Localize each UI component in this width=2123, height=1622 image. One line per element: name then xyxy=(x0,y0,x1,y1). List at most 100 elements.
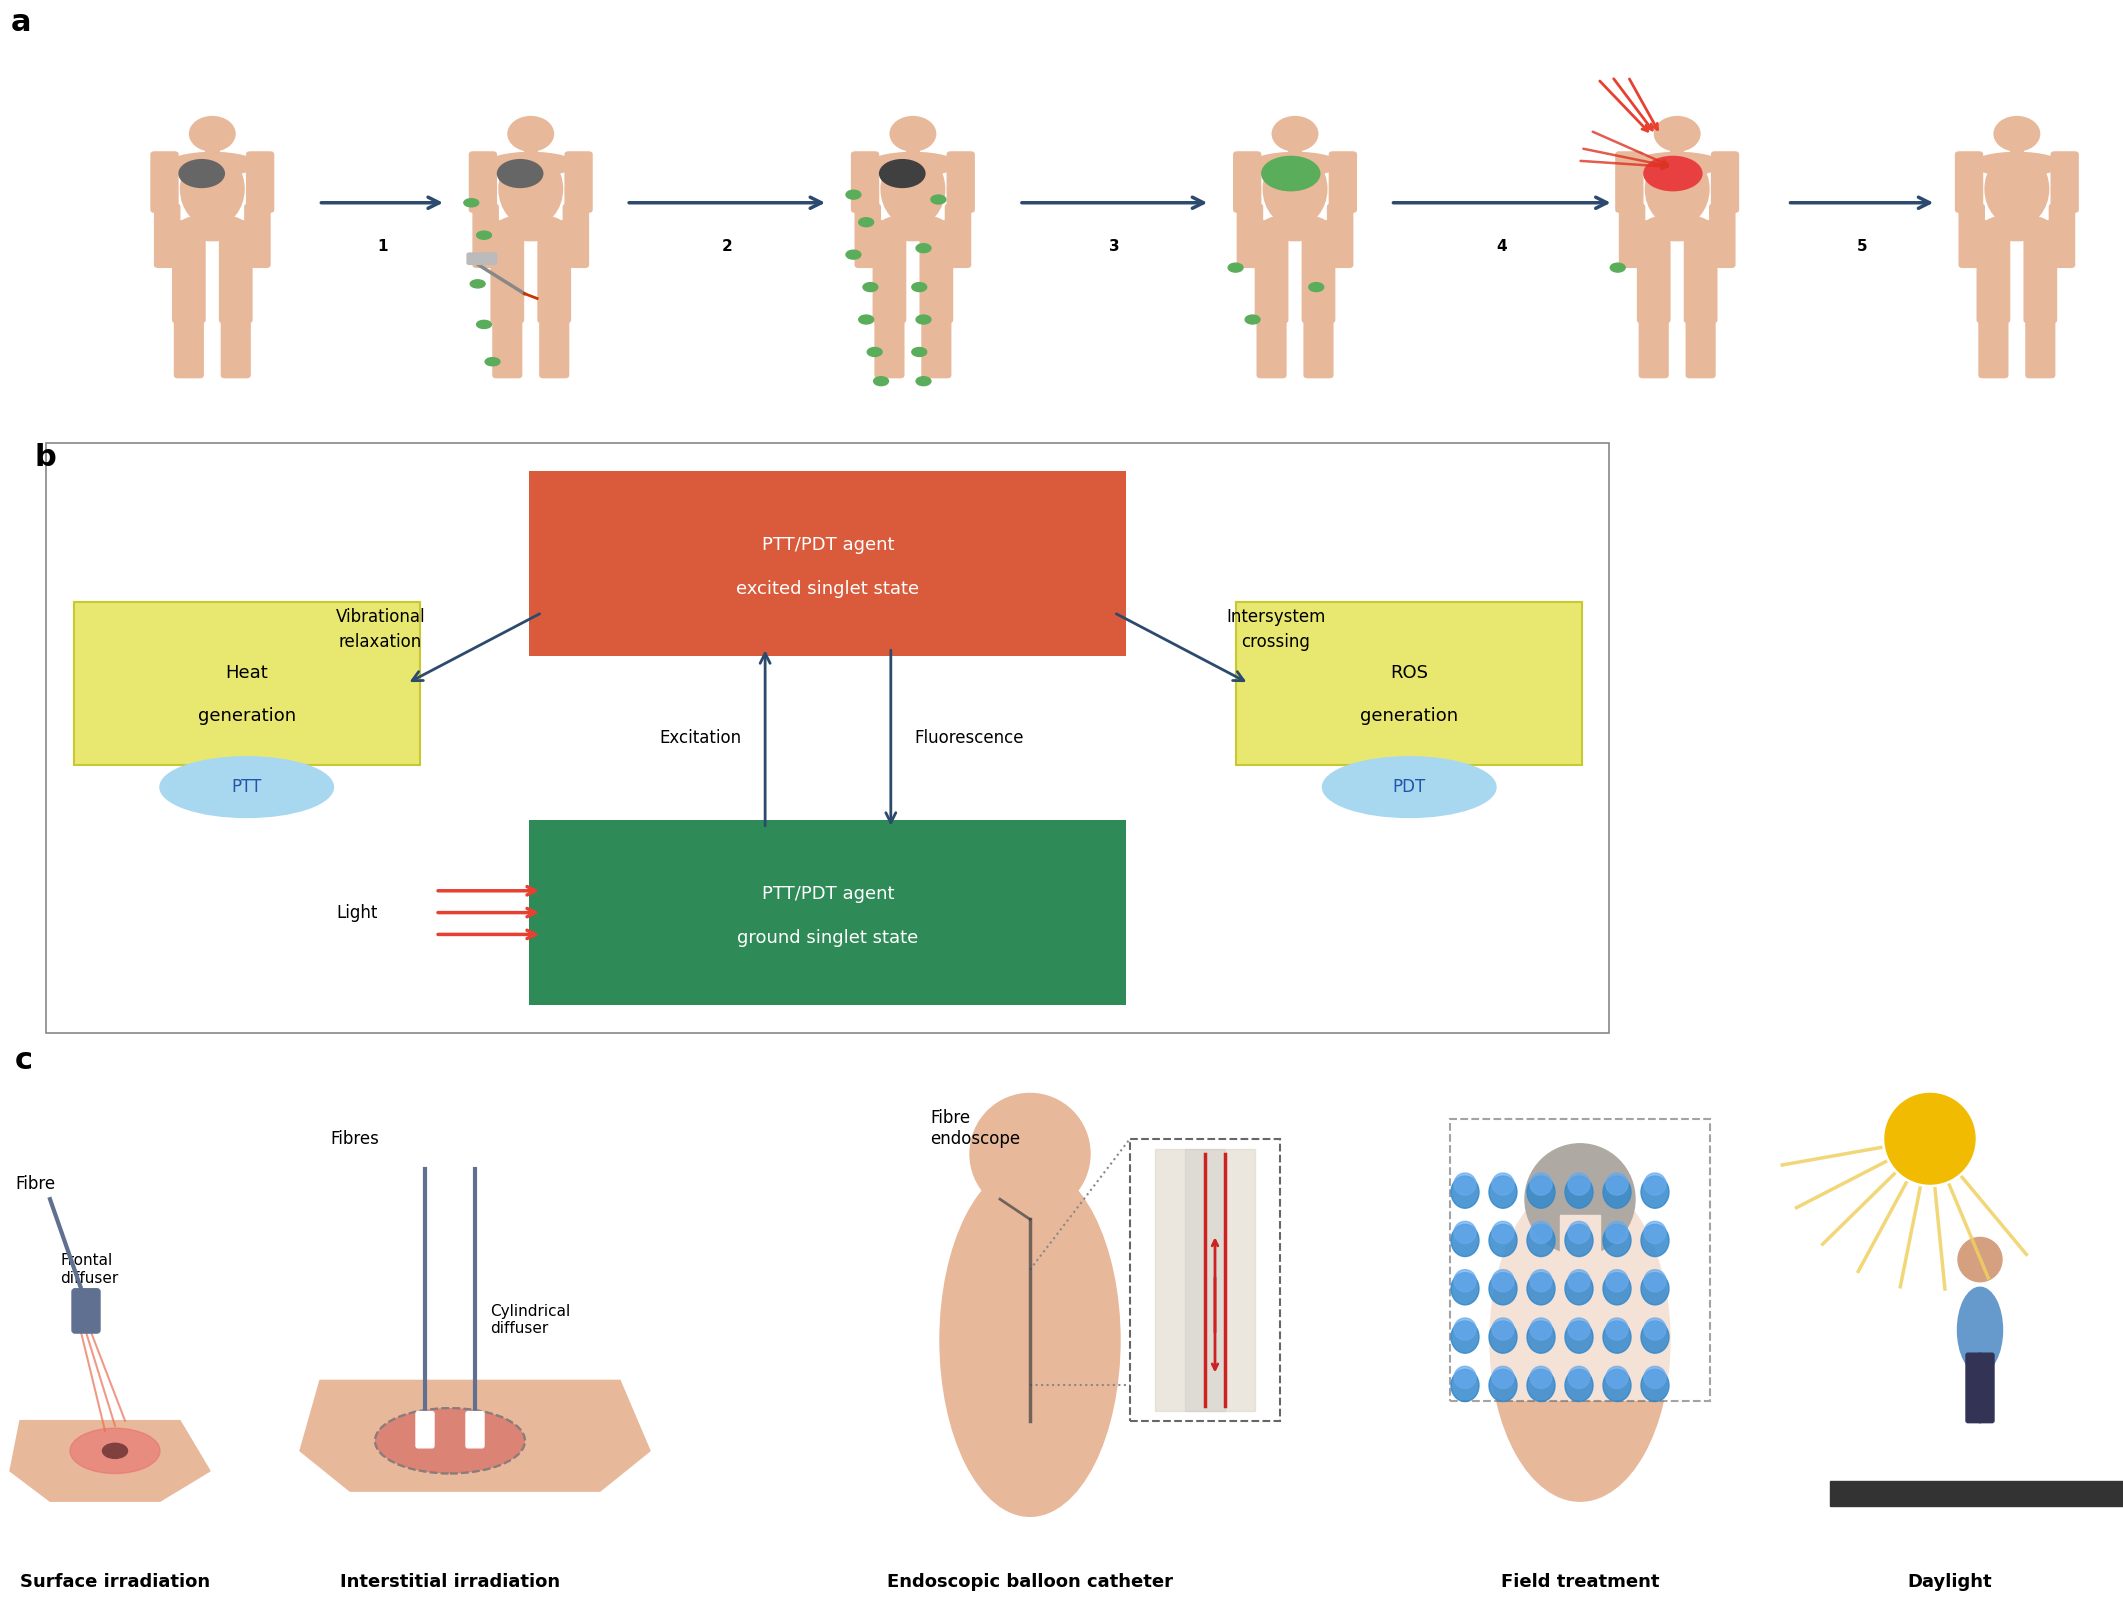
FancyBboxPatch shape xyxy=(174,310,204,378)
FancyBboxPatch shape xyxy=(1977,221,2010,323)
Ellipse shape xyxy=(1450,1369,1480,1401)
Text: Fibre
endoscope: Fibre endoscope xyxy=(930,1109,1021,1148)
Ellipse shape xyxy=(1985,151,2049,227)
FancyBboxPatch shape xyxy=(1955,151,1983,212)
Circle shape xyxy=(1654,115,1701,152)
FancyBboxPatch shape xyxy=(1711,151,1739,212)
FancyBboxPatch shape xyxy=(856,204,881,268)
Ellipse shape xyxy=(868,347,883,357)
Ellipse shape xyxy=(1611,263,1626,272)
Ellipse shape xyxy=(1526,1225,1554,1257)
Text: 2: 2 xyxy=(722,238,732,255)
Ellipse shape xyxy=(1641,1176,1669,1208)
Ellipse shape xyxy=(486,152,575,177)
Ellipse shape xyxy=(1605,1173,1628,1195)
FancyBboxPatch shape xyxy=(945,204,972,268)
Ellipse shape xyxy=(1641,1369,1669,1401)
Circle shape xyxy=(970,1093,1089,1215)
FancyBboxPatch shape xyxy=(1327,204,1354,268)
Ellipse shape xyxy=(1323,757,1495,817)
Bar xyxy=(206,148,219,162)
Ellipse shape xyxy=(1259,214,1331,242)
Ellipse shape xyxy=(881,151,945,227)
Ellipse shape xyxy=(1454,1319,1475,1340)
Text: c: c xyxy=(15,1046,34,1075)
FancyBboxPatch shape xyxy=(153,204,180,268)
Ellipse shape xyxy=(1641,1320,1669,1353)
Ellipse shape xyxy=(1227,263,1244,272)
FancyBboxPatch shape xyxy=(851,151,879,212)
Ellipse shape xyxy=(1488,1320,1518,1353)
Text: Surface irradiation: Surface irradiation xyxy=(19,1573,210,1591)
FancyBboxPatch shape xyxy=(563,204,590,268)
Bar xyxy=(1289,148,1301,162)
Circle shape xyxy=(1885,1093,1974,1184)
Text: Fluorescence: Fluorescence xyxy=(915,728,1023,748)
Ellipse shape xyxy=(1454,1366,1475,1388)
Ellipse shape xyxy=(1261,156,1321,191)
FancyBboxPatch shape xyxy=(537,221,571,323)
Text: PTT/PDT agent: PTT/PDT agent xyxy=(762,535,894,553)
Circle shape xyxy=(1957,1238,2002,1281)
FancyBboxPatch shape xyxy=(151,151,178,212)
Ellipse shape xyxy=(1488,1225,1518,1257)
FancyBboxPatch shape xyxy=(1301,221,1335,323)
Polygon shape xyxy=(11,1421,210,1502)
FancyBboxPatch shape xyxy=(2049,204,2076,268)
Circle shape xyxy=(1524,1144,1635,1254)
Ellipse shape xyxy=(1981,214,2053,242)
Ellipse shape xyxy=(1643,1221,1667,1244)
FancyBboxPatch shape xyxy=(467,1411,484,1448)
Circle shape xyxy=(189,115,236,152)
Circle shape xyxy=(507,115,554,152)
Text: crossing: crossing xyxy=(1242,633,1310,650)
Bar xyxy=(1013,1169,1049,1215)
Ellipse shape xyxy=(1565,1273,1592,1304)
Bar xyxy=(1830,1481,2123,1507)
Circle shape xyxy=(1272,115,1318,152)
FancyBboxPatch shape xyxy=(1620,204,1645,268)
Ellipse shape xyxy=(1531,1221,1552,1244)
Ellipse shape xyxy=(1603,1176,1630,1208)
Text: Fibre: Fibre xyxy=(15,1174,55,1194)
Ellipse shape xyxy=(917,243,932,253)
Ellipse shape xyxy=(875,376,890,386)
Ellipse shape xyxy=(178,159,225,188)
Ellipse shape xyxy=(1488,1176,1518,1208)
FancyBboxPatch shape xyxy=(246,151,274,212)
FancyBboxPatch shape xyxy=(1616,151,1643,212)
FancyBboxPatch shape xyxy=(1129,1139,1280,1421)
Text: ROS: ROS xyxy=(1391,663,1429,681)
FancyBboxPatch shape xyxy=(1709,204,1737,268)
FancyBboxPatch shape xyxy=(221,310,251,378)
Ellipse shape xyxy=(1526,1273,1554,1304)
Ellipse shape xyxy=(917,315,932,324)
Bar xyxy=(2010,148,2023,162)
FancyBboxPatch shape xyxy=(467,253,497,264)
Ellipse shape xyxy=(1569,1319,1590,1340)
Text: PTT/PDT agent: PTT/PDT agent xyxy=(762,886,894,903)
FancyBboxPatch shape xyxy=(1637,221,1671,323)
Bar xyxy=(1155,1148,1255,1411)
FancyBboxPatch shape xyxy=(469,151,497,212)
Ellipse shape xyxy=(1454,1173,1475,1195)
Text: relaxation: relaxation xyxy=(338,633,422,650)
Text: excited singlet state: excited singlet state xyxy=(737,579,919,597)
Text: Light: Light xyxy=(335,903,378,921)
Circle shape xyxy=(701,227,754,266)
Ellipse shape xyxy=(1569,1270,1590,1291)
Ellipse shape xyxy=(1450,1320,1480,1353)
Ellipse shape xyxy=(1641,214,1713,242)
Ellipse shape xyxy=(845,250,862,260)
Ellipse shape xyxy=(1488,1369,1518,1401)
FancyBboxPatch shape xyxy=(1684,221,1718,323)
Ellipse shape xyxy=(1531,1319,1552,1340)
Ellipse shape xyxy=(1308,282,1325,292)
FancyBboxPatch shape xyxy=(873,221,907,323)
Ellipse shape xyxy=(70,1429,159,1473)
Ellipse shape xyxy=(858,315,875,324)
Ellipse shape xyxy=(879,159,926,188)
FancyBboxPatch shape xyxy=(416,1411,433,1448)
Text: generation: generation xyxy=(1361,707,1459,725)
Text: PDT: PDT xyxy=(1393,779,1427,796)
